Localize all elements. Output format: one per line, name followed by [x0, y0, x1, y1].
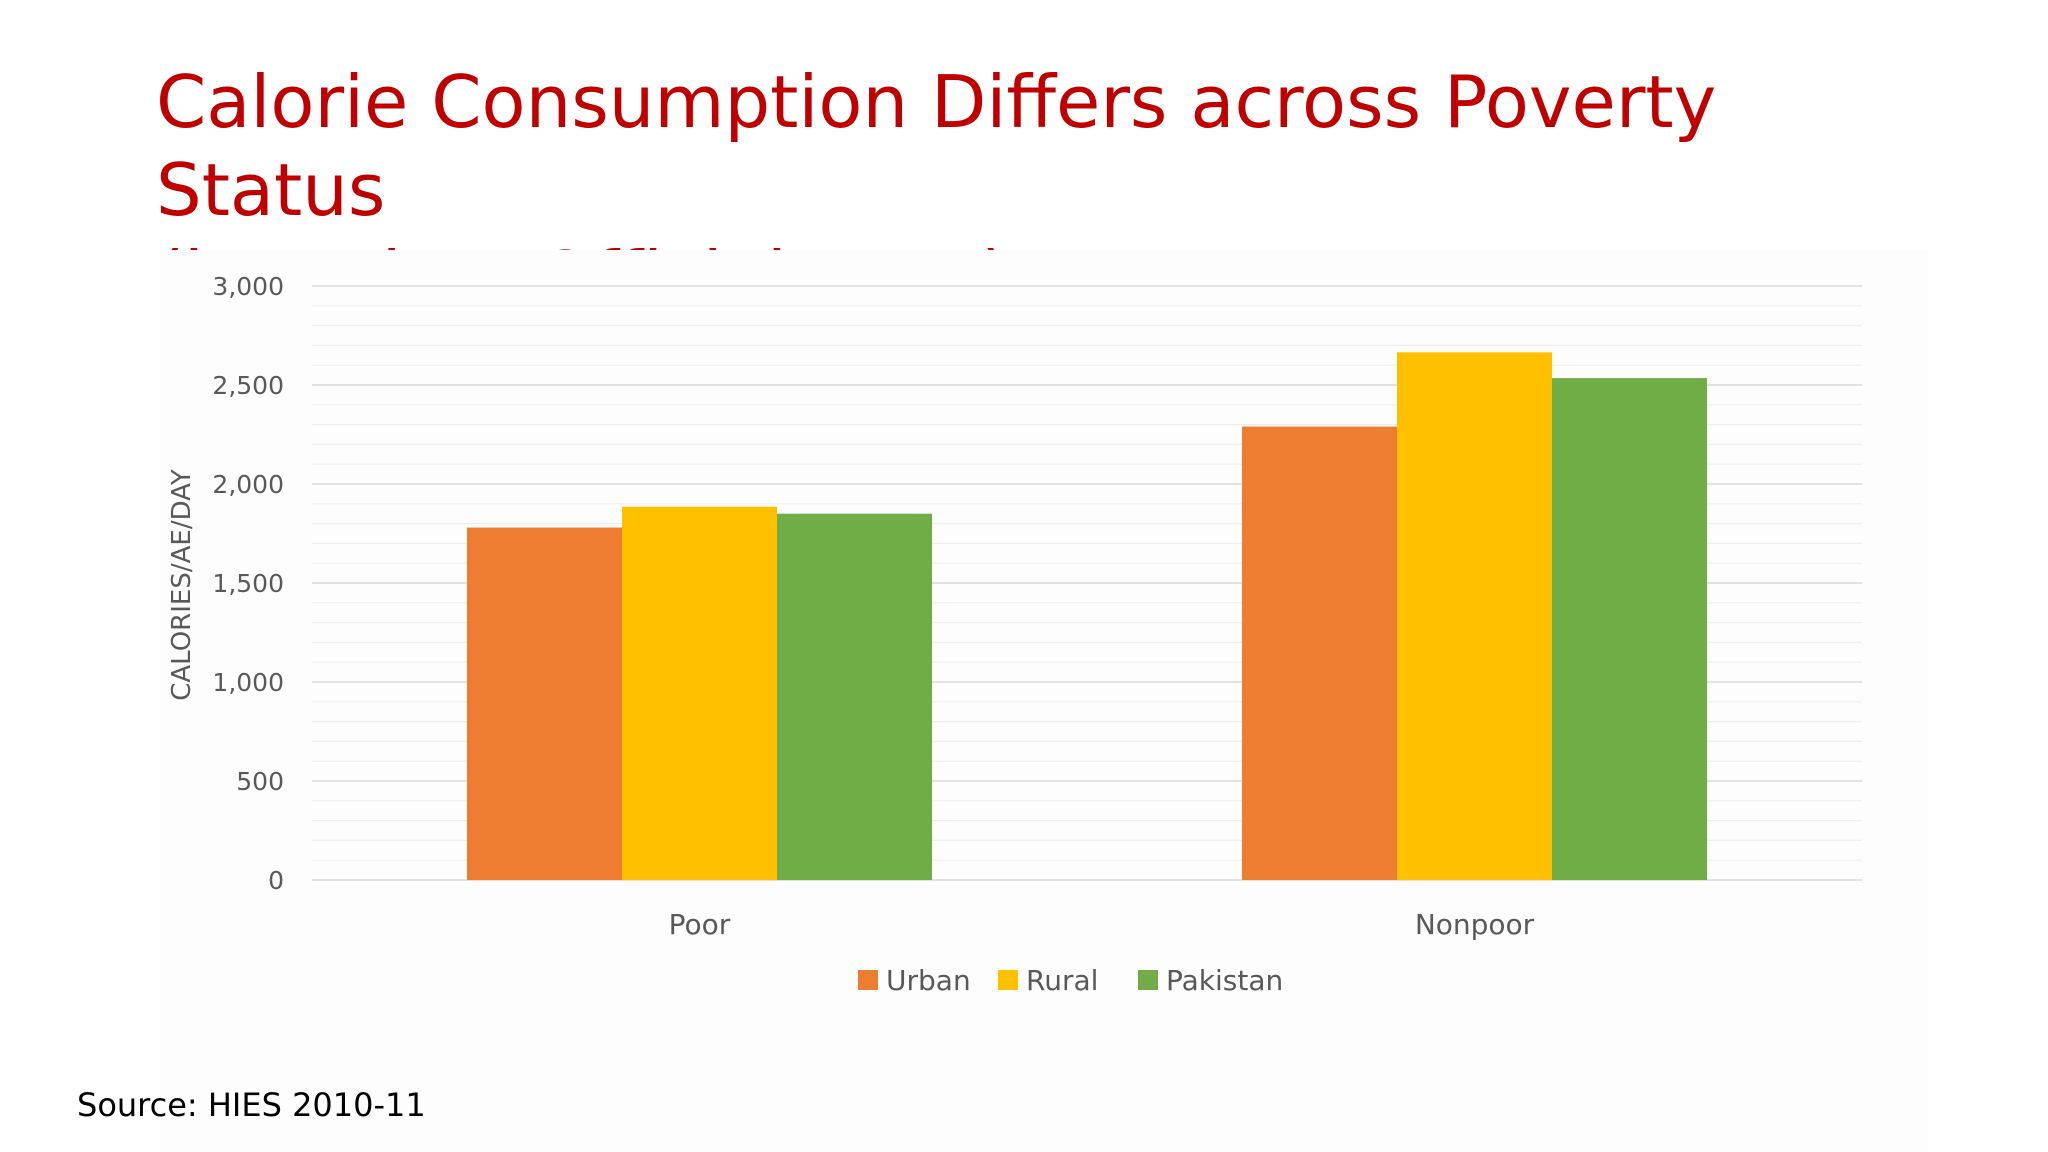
y-tick-label: 2,000: [212, 470, 284, 499]
y-axis-label: CALORIES/AE/DAY: [167, 469, 197, 701]
bar-pakistan-poor: [777, 513, 932, 880]
y-tick-label: 1,500: [212, 569, 284, 598]
bar-pakistan-nonpoor: [1552, 378, 1707, 880]
legend-swatch-urban: [858, 970, 878, 990]
bar-rural-nonpoor: [1397, 352, 1552, 880]
y-tick-label: 3,000: [212, 272, 284, 301]
bars: [467, 352, 1707, 880]
y-tick-label: 0: [268, 866, 284, 895]
x-axis-ticks: Poor Nonpoor: [669, 908, 1535, 941]
legend-label-pakistan: Pakistan: [1166, 964, 1283, 997]
y-tick-label: 2,500: [212, 371, 284, 400]
bar-urban-nonpoor: [1242, 426, 1397, 880]
x-tick-label: Nonpoor: [1415, 908, 1535, 941]
legend: Urban Rural Pakistan: [858, 964, 1283, 997]
bar-urban-poor: [467, 527, 622, 880]
legend-swatch-pakistan: [1138, 970, 1158, 990]
bar-rural-poor: [622, 506, 777, 880]
slide-title-line-1: Calorie Consumption Differs across Pover…: [156, 60, 1717, 232]
chart-panel: 0 500 1,000 1,500 2,000 2,500 3,000 Poor Nonpoo…: [160, 250, 1928, 1152]
y-axis-ticks: 0 500 1,000 1,500 2,000 2,500 3,000: [212, 272, 284, 895]
source-note: Source: HIES 2010-11: [77, 1086, 426, 1124]
x-tick-label: Poor: [669, 908, 731, 941]
bar-chart: 0 500 1,000 1,500 2,000 2,500 3,000 Poor Nonpoo…: [167, 272, 1862, 997]
y-tick-label: 500: [236, 767, 284, 796]
legend-label-urban: Urban: [886, 964, 971, 997]
legend-swatch-rural: [998, 970, 1018, 990]
legend-label-rural: Rural: [1026, 964, 1098, 997]
y-tick-label: 1,000: [212, 668, 284, 697]
